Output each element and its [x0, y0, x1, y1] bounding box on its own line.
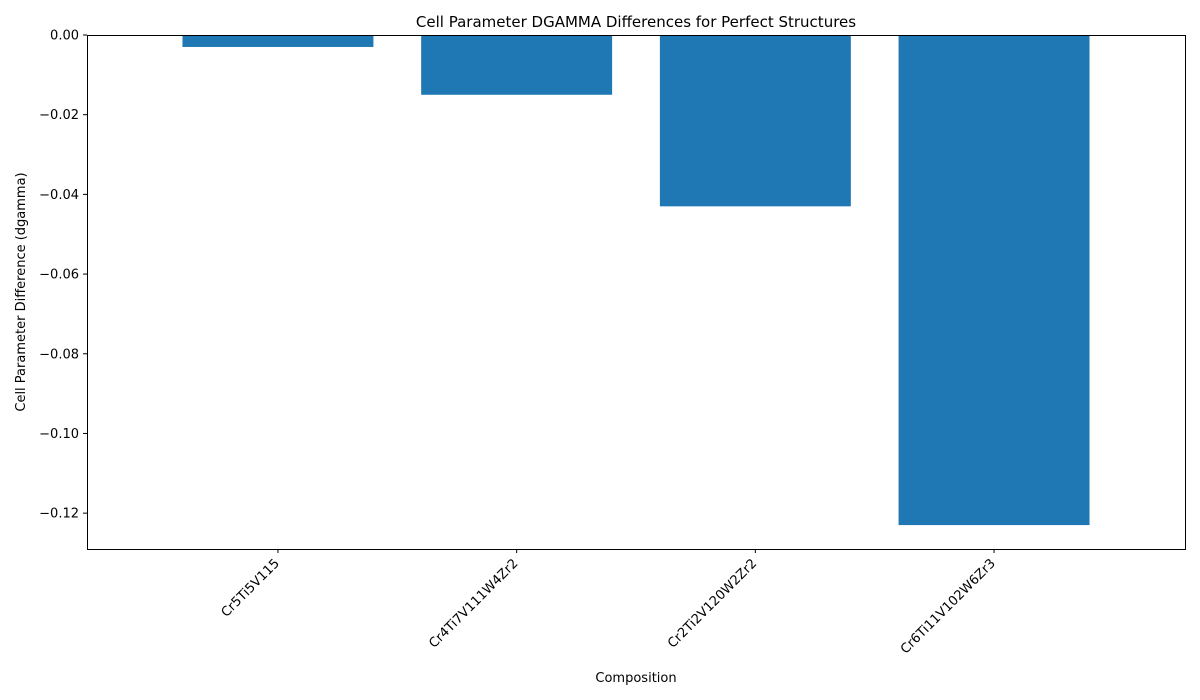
plot-frame: [87, 35, 1186, 550]
y-tick-label: −0.06: [39, 268, 79, 283]
bar-2: [659, 35, 851, 207]
y-ticks-group: 0.00 −0.02 −0.04 −0.06 −0.08 −0.10 −0.12: [39, 29, 87, 522]
y-tick-label: −0.02: [39, 108, 79, 123]
bar-0: [182, 35, 374, 47]
y-axis-label: Cell Parameter Difference (dgamma): [14, 172, 29, 411]
bars-group: [182, 35, 1090, 526]
bar-3: [898, 35, 1090, 526]
y-tick-label: 0.00: [50, 29, 79, 44]
chart-title: Cell Parameter DGAMMA Differences for Pe…: [416, 13, 856, 31]
y-tick-label: −0.10: [39, 427, 79, 442]
x-axis-label: Composition: [595, 671, 676, 686]
y-tick-label: −0.04: [39, 188, 79, 203]
y-tick-label: −0.08: [39, 347, 79, 362]
y-tick-label: −0.12: [39, 507, 79, 522]
bar-1: [421, 35, 613, 95]
